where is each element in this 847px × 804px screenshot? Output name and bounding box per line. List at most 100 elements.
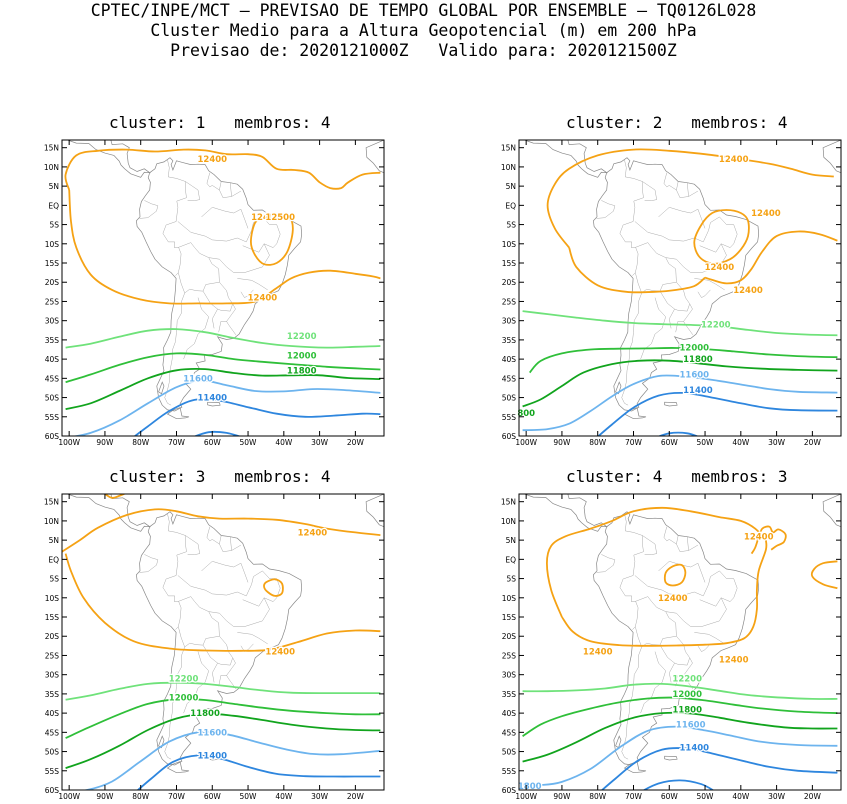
country-border-8 bbox=[218, 657, 236, 687]
country-border-18 bbox=[669, 662, 675, 683]
lat-label: 15N bbox=[501, 144, 516, 153]
lat-label: 50S bbox=[45, 748, 60, 757]
map-panel-1: 12400 12400 12500 12400 12200 12000 11800 11600… bbox=[0, 130, 400, 450]
lon-label: 90W bbox=[96, 792, 114, 801]
coastline-9 bbox=[664, 401, 678, 407]
lat-label: 40S bbox=[502, 709, 517, 718]
contour-lines bbox=[519, 506, 838, 790]
lat-label: 15S bbox=[502, 613, 517, 622]
coastline-8 bbox=[158, 381, 165, 395]
map-frame bbox=[518, 493, 842, 791]
coastline-9 bbox=[207, 401, 221, 407]
country-border-4 bbox=[686, 182, 689, 197]
lat-label: 20S bbox=[502, 278, 517, 287]
country-border-18 bbox=[212, 308, 218, 329]
header-title-line-1: CPTEC/INPE/MCT – PREVISAO DE TEMPO GLOBA… bbox=[90, 1, 757, 20]
country-border-11 bbox=[208, 243, 270, 273]
contour-label-1: 12400 bbox=[658, 594, 688, 604]
country-border-7 bbox=[202, 282, 233, 312]
lat-label: 30S bbox=[502, 317, 517, 326]
coastline-5 bbox=[644, 134, 650, 136]
lat-label: 45S bbox=[502, 728, 517, 737]
lat-label: 55S bbox=[45, 413, 60, 422]
contour-12400-0 bbox=[546, 148, 834, 249]
lon-label: 30W bbox=[311, 438, 329, 447]
lon-label: 20W bbox=[804, 438, 822, 447]
lat-label: 20S bbox=[45, 278, 60, 287]
country-border-6 bbox=[178, 596, 220, 648]
lat-label: 30S bbox=[502, 671, 517, 680]
country-border-10 bbox=[621, 292, 642, 406]
coastline-0 bbox=[136, 511, 303, 766]
country-border-14 bbox=[177, 221, 213, 241]
map-frame bbox=[61, 139, 385, 437]
coastline-1 bbox=[66, 140, 151, 178]
lon-label: 30W bbox=[768, 438, 786, 447]
contour-label-7: 11600 bbox=[676, 721, 706, 731]
contour-12400-3 bbox=[263, 578, 284, 597]
country-border-0 bbox=[162, 159, 187, 276]
coastline-7 bbox=[365, 494, 384, 528]
lat-label: 35S bbox=[45, 336, 60, 345]
country-border-6 bbox=[635, 596, 677, 648]
lon-label: 90W bbox=[96, 438, 114, 447]
contour-11800-6 bbox=[522, 359, 838, 408]
country-border-5 bbox=[139, 554, 159, 573]
country-border-12 bbox=[669, 570, 738, 602]
country-border-16 bbox=[240, 289, 254, 298]
lon-label: 30W bbox=[768, 792, 786, 801]
lat-label: 5S bbox=[506, 221, 516, 230]
contour-label-4: 12200 bbox=[672, 675, 702, 685]
contour-11800-7 bbox=[522, 711, 838, 763]
lat-label: 15S bbox=[45, 613, 60, 622]
contour-12400-2 bbox=[663, 563, 687, 587]
contour-12400-2 bbox=[64, 553, 381, 652]
contour-12400-1 bbox=[68, 189, 381, 305]
country-border-13 bbox=[201, 207, 249, 229]
country-border-10 bbox=[621, 646, 642, 760]
lon-label: 20W bbox=[804, 792, 822, 801]
lat-label: 30S bbox=[45, 671, 60, 680]
lon-label: 60W bbox=[204, 438, 222, 447]
contour-12400-3 bbox=[693, 209, 750, 265]
header-title-line-3: Previsao de: 2020121000Z Valido para: 20… bbox=[170, 41, 677, 60]
lon-label: 100W bbox=[515, 792, 537, 801]
contour-12000-4 bbox=[65, 352, 381, 384]
contour-label-1: 12400 bbox=[251, 213, 281, 223]
coastline-6 bbox=[623, 761, 647, 774]
lon-label: 30W bbox=[311, 792, 329, 801]
lat-label: 60S bbox=[45, 432, 60, 441]
coastline-0 bbox=[136, 157, 303, 412]
lat-label: 45S bbox=[502, 374, 517, 383]
coastline-8 bbox=[615, 381, 622, 395]
contour-12200-3 bbox=[65, 328, 381, 349]
country-border-3 bbox=[676, 181, 679, 191]
lon-label: 70W bbox=[625, 792, 643, 801]
lat-label: 55S bbox=[502, 413, 517, 422]
lat-label: 50S bbox=[502, 748, 517, 757]
lat-label: 15N bbox=[501, 498, 516, 507]
country-border-4 bbox=[686, 536, 689, 551]
lat-label: 5N bbox=[506, 182, 516, 191]
contour-label-3: 12000 bbox=[169, 694, 199, 704]
contour-12000-5 bbox=[65, 698, 381, 739]
lon-label: 40W bbox=[275, 792, 293, 801]
country-border-6 bbox=[178, 242, 220, 294]
country-border-18 bbox=[669, 308, 675, 329]
country-border-6 bbox=[635, 242, 677, 294]
lat-label: 5S bbox=[49, 221, 59, 230]
coastline-6 bbox=[166, 761, 190, 774]
contour-12400-0 bbox=[62, 508, 381, 553]
contour-label-0: 12400 bbox=[744, 532, 774, 542]
contour-label-9: 800 bbox=[517, 409, 535, 419]
map-panel-4: 12400 12400 12400 12400 12200 12000 11800 11600… bbox=[457, 484, 847, 804]
contour-lines bbox=[522, 148, 838, 436]
country-border-9 bbox=[683, 321, 694, 336]
lat-label: 60S bbox=[502, 786, 517, 795]
lat-axis: 15N 10N 5N EQ 5S 10S 15S 20S 25S 30S 35S 40S 45S 50S 5… bbox=[501, 144, 841, 441]
country-border-8 bbox=[218, 303, 236, 333]
contour-label-2: 12400 bbox=[705, 263, 735, 273]
country-border-0 bbox=[162, 513, 187, 630]
lat-label: 5S bbox=[506, 575, 516, 584]
